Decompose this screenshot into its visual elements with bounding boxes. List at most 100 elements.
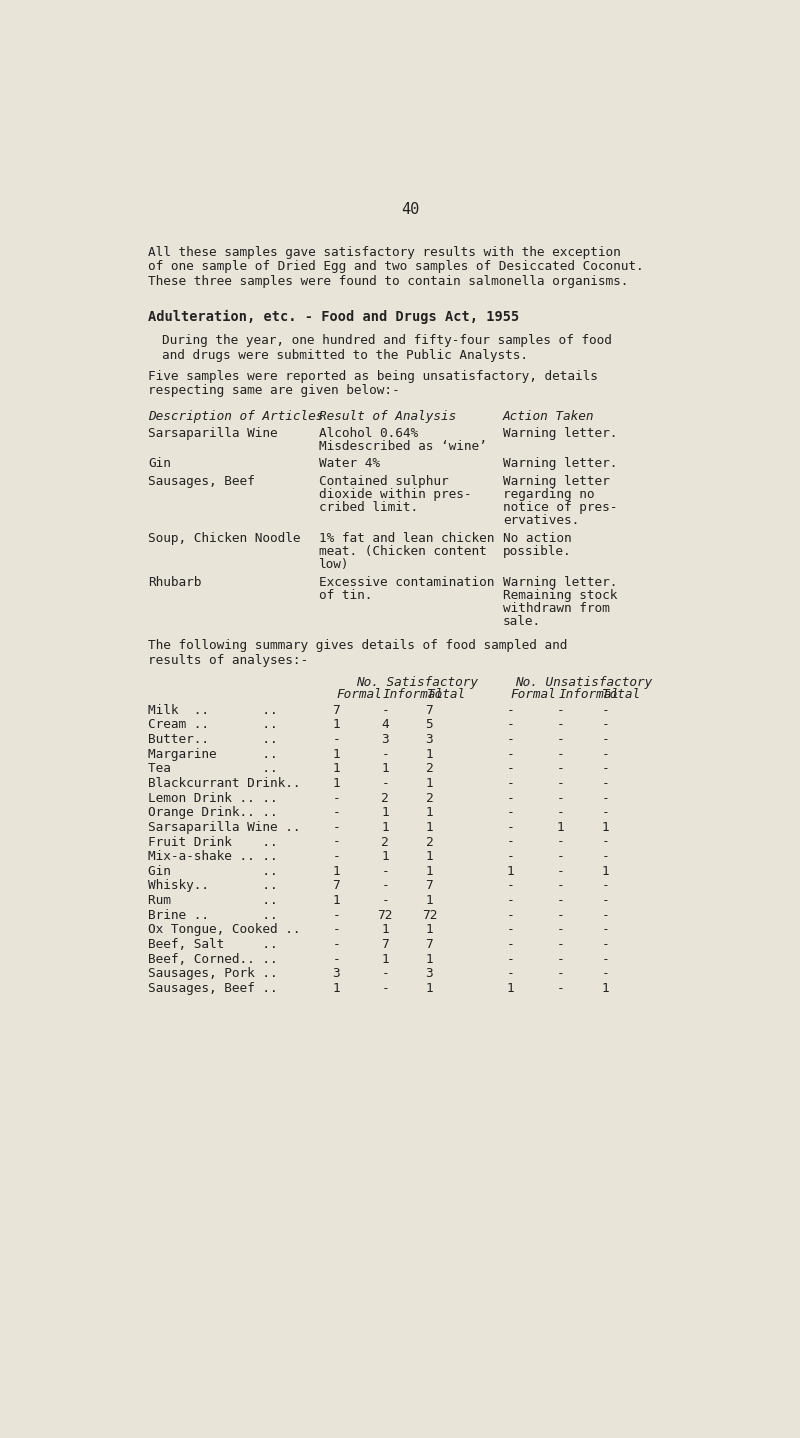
Text: -: -: [602, 952, 609, 965]
Text: 1: 1: [507, 864, 514, 877]
Text: Butter..       ..: Butter.. ..: [148, 733, 278, 746]
Text: -: -: [382, 880, 389, 893]
Text: 1: 1: [382, 807, 389, 820]
Text: 1: 1: [426, 894, 433, 907]
Text: Ox Tongue, Cooked ..: Ox Tongue, Cooked ..: [148, 923, 301, 936]
Text: -: -: [557, 762, 564, 775]
Text: Lemon Drink .. ..: Lemon Drink .. ..: [148, 792, 278, 805]
Text: 1: 1: [426, 864, 433, 877]
Text: 1: 1: [333, 864, 340, 877]
Text: -: -: [333, 850, 340, 863]
Text: 1: 1: [602, 821, 609, 834]
Text: -: -: [602, 880, 609, 893]
Text: 2: 2: [382, 835, 389, 848]
Text: Orange Drink.. ..: Orange Drink.. ..: [148, 807, 278, 820]
Text: 7: 7: [382, 938, 389, 951]
Text: -: -: [507, 777, 514, 789]
Text: 3: 3: [382, 733, 389, 746]
Text: 1: 1: [333, 777, 340, 789]
Text: Beef, Salt     ..: Beef, Salt ..: [148, 938, 278, 951]
Text: 2: 2: [382, 792, 389, 805]
Text: -: -: [507, 850, 514, 863]
Text: -: -: [602, 733, 609, 746]
Text: 2: 2: [426, 792, 433, 805]
Text: -: -: [557, 835, 564, 848]
Text: -: -: [557, 952, 564, 965]
Text: -: -: [333, 733, 340, 746]
Text: 1: 1: [333, 762, 340, 775]
Text: Formal: Formal: [336, 689, 382, 702]
Text: 1: 1: [602, 982, 609, 995]
Text: -: -: [557, 909, 564, 922]
Text: -: -: [602, 938, 609, 951]
Text: 1: 1: [426, 952, 433, 965]
Text: -: -: [333, 938, 340, 951]
Text: 1: 1: [382, 762, 389, 775]
Text: -: -: [507, 762, 514, 775]
Text: These three samples were found to contain salmonella organisms.: These three samples were found to contai…: [148, 275, 629, 288]
Text: 7: 7: [333, 880, 340, 893]
Text: Misdescribed as ‘wine’: Misdescribed as ‘wine’: [319, 440, 487, 453]
Text: -: -: [557, 864, 564, 877]
Text: Warning letter.: Warning letter.: [503, 457, 618, 470]
Text: Alcohol 0.64%: Alcohol 0.64%: [319, 427, 418, 440]
Text: Sarsaparilla Wine: Sarsaparilla Wine: [148, 427, 278, 440]
Text: No. Satisfactory: No. Satisfactory: [356, 676, 478, 689]
Text: -: -: [557, 982, 564, 995]
Text: -: -: [382, 864, 389, 877]
Text: -: -: [507, 968, 514, 981]
Text: 1: 1: [507, 982, 514, 995]
Text: low): low): [319, 558, 350, 571]
Text: -: -: [557, 703, 564, 718]
Text: 1: 1: [426, 982, 433, 995]
Text: -: -: [557, 894, 564, 907]
Text: 1: 1: [602, 864, 609, 877]
Text: 5: 5: [426, 719, 433, 732]
Text: Whisky..       ..: Whisky.. ..: [148, 880, 278, 893]
Text: -: -: [507, 733, 514, 746]
Text: -: -: [507, 880, 514, 893]
Text: -: -: [382, 968, 389, 981]
Text: -: -: [507, 807, 514, 820]
Text: 40: 40: [401, 201, 419, 217]
Text: -: -: [557, 880, 564, 893]
Text: -: -: [602, 835, 609, 848]
Text: Soup, Chicken Noodle: Soup, Chicken Noodle: [148, 532, 301, 545]
Text: No action: No action: [503, 532, 572, 545]
Text: -: -: [507, 821, 514, 834]
Text: No. Unsatisfactory: No. Unsatisfactory: [514, 676, 652, 689]
Text: Margarine      ..: Margarine ..: [148, 748, 278, 761]
Text: 1: 1: [382, 923, 389, 936]
Text: 7: 7: [426, 938, 433, 951]
Text: Excessive contamination: Excessive contamination: [319, 577, 494, 590]
Text: -: -: [507, 909, 514, 922]
Text: 1: 1: [382, 952, 389, 965]
Text: Five samples were reported as being unsatisfactory, details: Five samples were reported as being unsa…: [148, 370, 598, 383]
Text: 7: 7: [426, 703, 433, 718]
Text: Warning letter.: Warning letter.: [503, 577, 618, 590]
Text: Contained sulphur: Contained sulphur: [319, 475, 449, 487]
Text: 1: 1: [426, 807, 433, 820]
Text: -: -: [602, 719, 609, 732]
Text: meat. (Chicken content: meat. (Chicken content: [319, 545, 487, 558]
Text: -: -: [602, 968, 609, 981]
Text: Warning letter.: Warning letter.: [503, 427, 618, 440]
Text: Sausages, Beef ..: Sausages, Beef ..: [148, 982, 278, 995]
Text: -: -: [602, 762, 609, 775]
Text: sale.: sale.: [503, 615, 541, 628]
Text: -: -: [382, 777, 389, 789]
Text: 1: 1: [557, 821, 564, 834]
Text: 1: 1: [382, 821, 389, 834]
Text: respecting same are given below:-: respecting same are given below:-: [148, 384, 400, 397]
Text: 1: 1: [426, 748, 433, 761]
Text: Remaining stock: Remaining stock: [503, 590, 618, 603]
Text: Warning letter: Warning letter: [503, 475, 610, 487]
Text: -: -: [557, 850, 564, 863]
Text: The following summary gives details of food sampled and: The following summary gives details of f…: [148, 638, 567, 653]
Text: 1: 1: [426, 850, 433, 863]
Text: Gin: Gin: [148, 457, 171, 470]
Text: Description of Articles: Description of Articles: [148, 410, 323, 423]
Text: -: -: [557, 719, 564, 732]
Text: -: -: [507, 923, 514, 936]
Text: 3: 3: [426, 733, 433, 746]
